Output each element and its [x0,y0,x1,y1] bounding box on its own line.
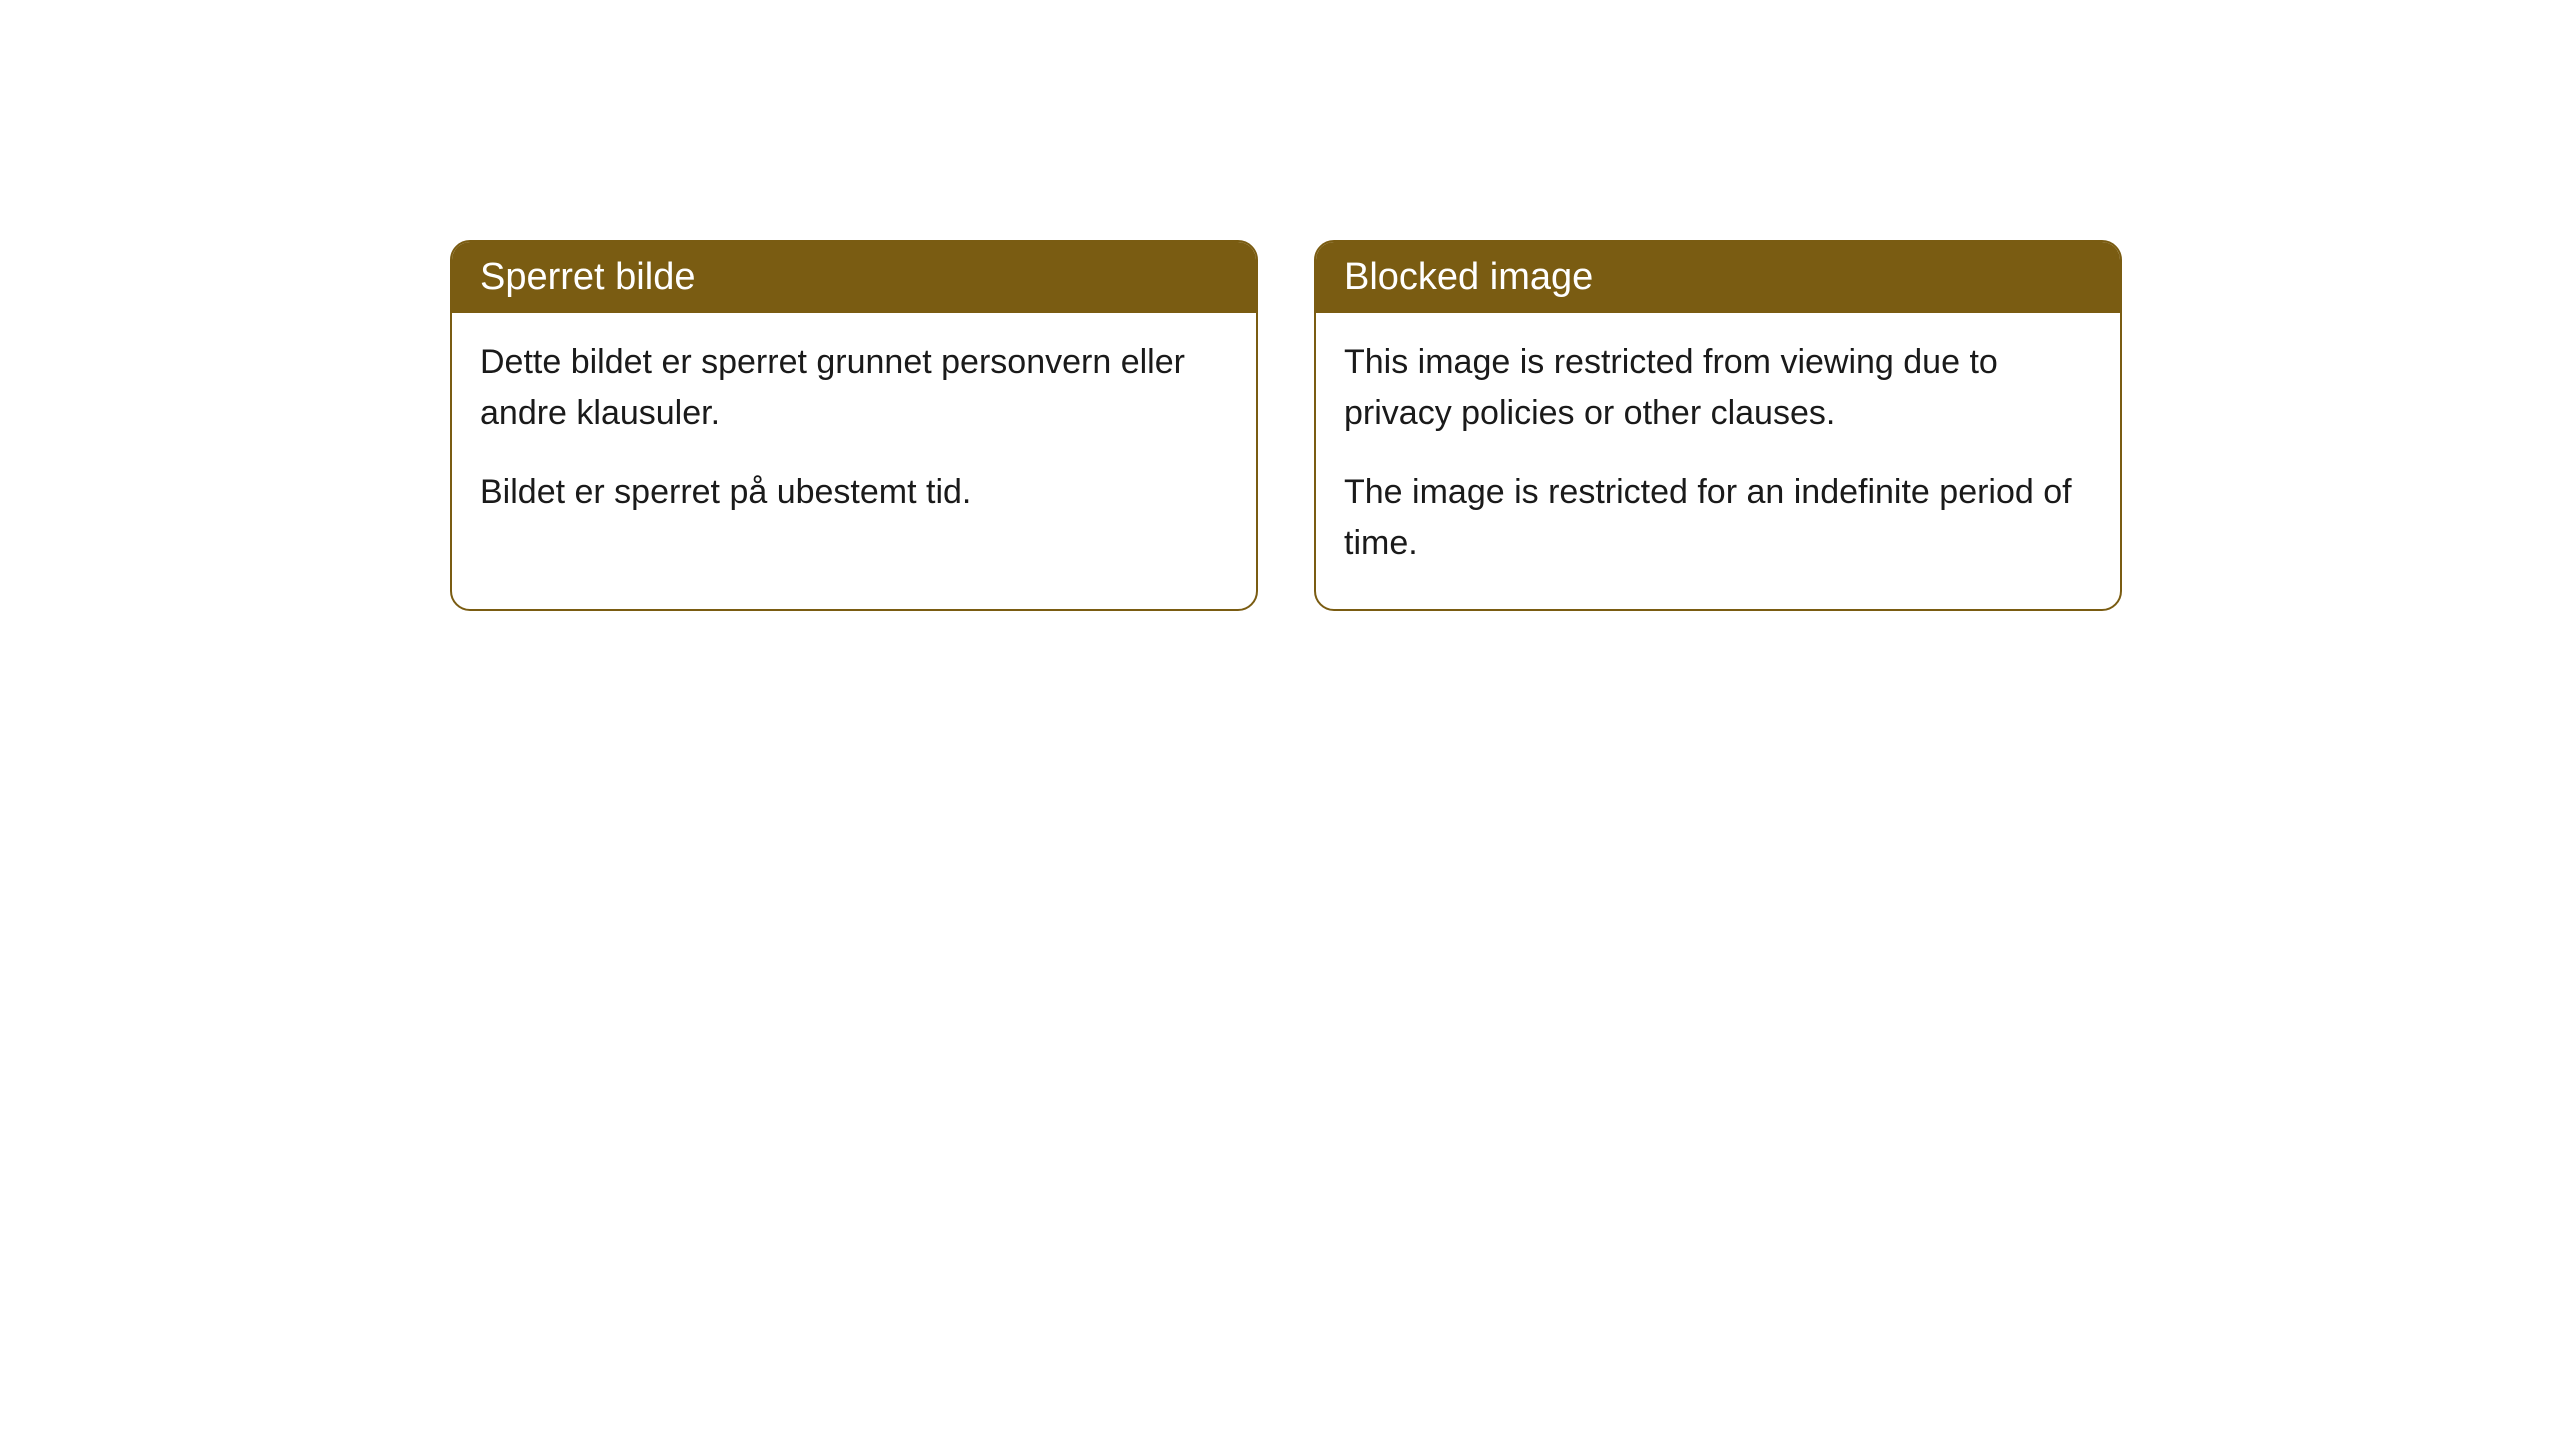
notice-container: Sperret bilde Dette bildet er sperret gr… [0,0,2560,611]
notice-card-norwegian: Sperret bilde Dette bildet er sperret gr… [450,240,1258,611]
notice-body: This image is restricted from viewing du… [1316,313,2120,609]
notice-paragraph: Bildet er sperret på ubestemt tid. [480,467,1228,518]
notice-paragraph: The image is restricted for an indefinit… [1344,467,2092,569]
notice-body: Dette bildet er sperret grunnet personve… [452,313,1256,558]
notice-paragraph: Dette bildet er sperret grunnet personve… [480,337,1228,439]
notice-title: Sperret bilde [480,256,695,298]
notice-paragraph: This image is restricted from viewing du… [1344,337,2092,439]
notice-header: Blocked image [1316,242,2120,313]
notice-title: Blocked image [1344,256,1593,298]
notice-header: Sperret bilde [452,242,1256,313]
notice-card-english: Blocked image This image is restricted f… [1314,240,2122,611]
